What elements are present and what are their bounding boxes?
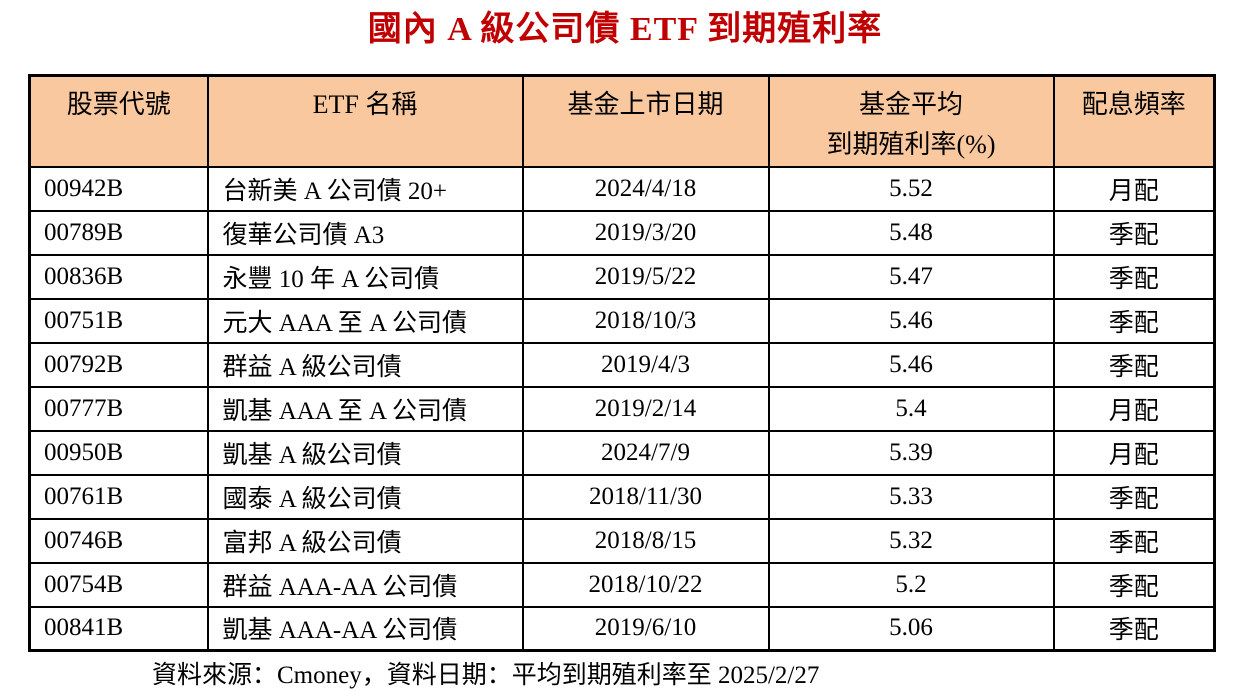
cell-etf-name: 富邦 A 級公司債: [206, 517, 524, 564]
cell-dividend-frequency: 季配: [1052, 561, 1216, 608]
table-row: 00950B 凱基 A 級公司債 2024/7/9 5.39 月配: [28, 429, 1216, 476]
cell-etf-name: 台新美 A 公司債 20+: [206, 165, 524, 212]
table-row: 00777B 凱基 AAA 至 A 公司債 2019/2/14 5.4 月配: [28, 385, 1216, 432]
cell-stock-code: 00746B: [28, 517, 209, 564]
cell-avg-yield: 5.39: [767, 429, 1055, 476]
cell-stock-code: 00942B: [28, 165, 209, 212]
cell-avg-yield: 5.52: [767, 165, 1055, 212]
table-row: 00841B 凱基 AAA-AA 公司債 2019/6/10 5.06 季配: [28, 605, 1216, 652]
header-etf-name: ETF 名稱: [206, 74, 524, 168]
cell-avg-yield: 5.46: [767, 341, 1055, 388]
table-header-row: 股票代號 ETF 名稱 基金上市日期 基金平均 到期殖利率(%) 配息頻率: [28, 74, 1216, 168]
cell-stock-code: 00841B: [28, 605, 209, 652]
cell-avg-yield: 5.33: [767, 473, 1055, 520]
cell-listing-date: 2018/8/15: [521, 517, 770, 564]
cell-listing-date: 2024/4/18: [521, 165, 770, 212]
cell-etf-name: 凱基 AAA-AA 公司債: [206, 605, 524, 652]
cell-dividend-frequency: 季配: [1052, 517, 1216, 564]
cell-listing-date: 2019/6/10: [521, 605, 770, 652]
header-listing-date: 基金上市日期: [521, 74, 770, 168]
cell-dividend-frequency: 季配: [1052, 605, 1216, 652]
cell-avg-yield: 5.46: [767, 297, 1055, 344]
table-row: 00754B 群益 AAA-AA 公司債 2018/10/22 5.2 季配: [28, 561, 1216, 608]
cell-avg-yield: 5.47: [767, 253, 1055, 300]
cell-listing-date: 2018/10/3: [521, 297, 770, 344]
cell-dividend-frequency: 季配: [1052, 473, 1216, 520]
header-stock-code: 股票代號: [28, 74, 209, 168]
cell-listing-date: 2019/5/22: [521, 253, 770, 300]
cell-listing-date: 2019/3/20: [521, 209, 770, 256]
cell-avg-yield: 5.48: [767, 209, 1055, 256]
cell-listing-date: 2019/2/14: [521, 385, 770, 432]
cell-stock-code: 00754B: [28, 561, 209, 608]
cell-listing-date: 2024/7/9: [521, 429, 770, 476]
cell-etf-name: 凱基 AAA 至 A 公司債: [206, 385, 524, 432]
cell-stock-code: 00751B: [28, 297, 209, 344]
cell-etf-name: 群益 AAA-AA 公司債: [206, 561, 524, 608]
table-body: 00942B 台新美 A 公司債 20+ 2024/4/18 5.52 月配 0…: [28, 165, 1216, 652]
header-dividend-frequency: 配息頻率: [1052, 74, 1216, 168]
cell-dividend-frequency: 月配: [1052, 165, 1216, 212]
cell-avg-yield: 5.2: [767, 561, 1055, 608]
cell-etf-name: 凱基 A 級公司債: [206, 429, 524, 476]
cell-etf-name: 元大 AAA 至 A 公司債: [206, 297, 524, 344]
page-title: 國內 A 級公司債 ETF 到期殖利率: [367, 11, 883, 48]
cell-stock-code: 00789B: [28, 209, 209, 256]
table-row: 00751B 元大 AAA 至 A 公司債 2018/10/3 5.46 季配: [28, 297, 1216, 344]
cell-stock-code: 00792B: [28, 341, 209, 388]
cell-listing-date: 2018/10/22: [521, 561, 770, 608]
cell-dividend-frequency: 季配: [1052, 341, 1216, 388]
cell-avg-yield: 5.32: [767, 517, 1055, 564]
cell-etf-name: 群益 A 級公司債: [206, 341, 524, 388]
source-note: 資料來源：Cmoney，資料日期：平均到期殖利率至 2025/2/27: [152, 662, 820, 689]
header-avg-yield: 基金平均 到期殖利率(%): [767, 74, 1055, 168]
cell-dividend-frequency: 月配: [1052, 429, 1216, 476]
cell-avg-yield: 5.06: [767, 605, 1055, 652]
cell-stock-code: 00777B: [28, 385, 209, 432]
cell-listing-date: 2019/4/3: [521, 341, 770, 388]
cell-listing-date: 2018/11/30: [521, 473, 770, 520]
cell-etf-name: 永豐 10 年 A 公司債: [206, 253, 524, 300]
cell-stock-code: 00836B: [28, 253, 209, 300]
cell-etf-name: 復華公司債 A3: [206, 209, 524, 256]
cell-dividend-frequency: 季配: [1052, 253, 1216, 300]
cell-avg-yield: 5.4: [767, 385, 1055, 432]
cell-stock-code: 00761B: [28, 473, 209, 520]
table-row: 00761B 國泰 A 級公司債 2018/11/30 5.33 季配: [28, 473, 1216, 520]
table-row: 00789B 復華公司債 A3 2019/3/20 5.48 季配: [28, 209, 1216, 256]
table-row: 00746B 富邦 A 級公司債 2018/8/15 5.32 季配: [28, 517, 1216, 564]
table-row: 00836B 永豐 10 年 A 公司債 2019/5/22 5.47 季配: [28, 253, 1216, 300]
cell-dividend-frequency: 季配: [1052, 209, 1216, 256]
cell-dividend-frequency: 月配: [1052, 385, 1216, 432]
table-row: 00792B 群益 A 級公司債 2019/4/3 5.46 季配: [28, 341, 1216, 388]
cell-dividend-frequency: 季配: [1052, 297, 1216, 344]
table-row: 00942B 台新美 A 公司債 20+ 2024/4/18 5.52 月配: [28, 165, 1216, 212]
cell-stock-code: 00950B: [28, 429, 209, 476]
etf-yield-table: 股票代號 ETF 名稱 基金上市日期 基金平均 到期殖利率(%) 配息頻率 00…: [28, 74, 1216, 653]
cell-etf-name: 國泰 A 級公司債: [206, 473, 524, 520]
